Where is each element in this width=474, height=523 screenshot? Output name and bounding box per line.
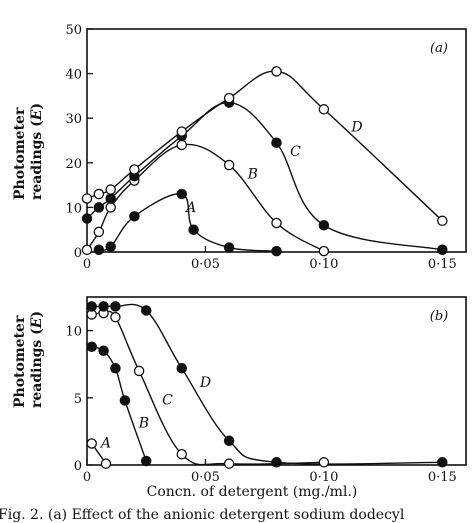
- curve-label-A: A: [99, 436, 111, 452]
- data-point-D: [110, 301, 121, 312]
- y-tick-label: 50: [65, 23, 82, 38]
- data-point-D: [105, 184, 116, 195]
- panel-a: 0 0·05 0·10 0·15 0 10 20 30 40 50 Photometerreadin…: [12, 23, 467, 272]
- data-point-B: [81, 244, 93, 256]
- x-tick-label: 0·05: [191, 257, 220, 272]
- y-axis-label: Photometerreadings (E): [12, 311, 45, 408]
- curve-label-D: D: [350, 120, 362, 136]
- curve-label-C: C: [162, 393, 173, 409]
- figure-caption: Fig. 2. (a) Effect of the anionic deterg…: [0, 507, 405, 523]
- data-point-C: [110, 311, 121, 323]
- y-tick-label: 10: [65, 201, 82, 216]
- y-axis-label-line: readings (E): [29, 103, 45, 200]
- data-point-C: [318, 219, 330, 231]
- data-point-D: [318, 104, 330, 115]
- data-point-B: [105, 202, 116, 213]
- data-point-B: [86, 341, 97, 352]
- curve-label-C: C: [290, 144, 301, 160]
- data-point-C: [81, 213, 93, 224]
- data-point-C: [223, 458, 235, 469]
- data-point-B: [93, 226, 105, 238]
- data-point-D: [176, 362, 187, 374]
- data-point-C: [133, 365, 145, 377]
- panel-label: (b): [430, 309, 448, 324]
- data-point-B: [98, 345, 109, 357]
- data-point-B: [110, 362, 121, 374]
- y-tick-label: 40: [65, 68, 82, 83]
- y-tick-label: 0: [74, 459, 82, 474]
- curve-label-B: B: [138, 415, 149, 431]
- data-point-D: [129, 164, 140, 175]
- data-point-C: [318, 457, 330, 468]
- data-point-B: [223, 159, 235, 171]
- data-point-B: [140, 455, 152, 467]
- panel-label: (a): [430, 41, 448, 56]
- data-point-A: [176, 188, 187, 200]
- x-tick-label: 0·05: [191, 470, 220, 485]
- data-point-D: [223, 92, 235, 104]
- series-line-C: [86, 101, 443, 251]
- data-point-D: [93, 188, 105, 200]
- x-tick-label: 0·15: [428, 257, 457, 272]
- data-point-D: [81, 193, 93, 204]
- data-point-A: [188, 224, 199, 235]
- y-tick-label: 0: [74, 246, 82, 261]
- data-point-A: [271, 245, 282, 257]
- curve-label-B: B: [247, 166, 258, 182]
- series-line-D: [91, 303, 443, 465]
- data-point-A: [223, 242, 235, 253]
- series-line-D: [86, 70, 443, 222]
- data-point-D: [98, 301, 109, 312]
- data-point-B: [271, 217, 282, 229]
- data-point-C: [271, 137, 282, 148]
- y-axis-label-line: readings (E): [29, 311, 45, 408]
- data-point-A: [93, 244, 105, 256]
- x-axis-label: Concn. of detergent (mg./ml.): [147, 484, 358, 500]
- data-point-B: [119, 395, 131, 406]
- data-point-B: [318, 245, 330, 257]
- data-point-C: [437, 244, 448, 256]
- data-point-A: [86, 438, 97, 449]
- panel-b: 0 0·05 0·10 0·15 0 5 10 Photometerreadings (E) (…: [12, 296, 467, 485]
- data-point-A: [105, 241, 116, 252]
- curve-label-D: D: [199, 375, 211, 391]
- data-point-D: [437, 457, 448, 468]
- y-axis-label: Photometerreadings (E): [12, 103, 45, 200]
- y-tick-label: 10: [65, 325, 82, 340]
- data-point-D: [140, 305, 152, 316]
- data-point-D: [223, 435, 235, 447]
- data-point-D: [271, 457, 282, 468]
- data-point-A: [100, 458, 112, 469]
- curve-label-A: A: [184, 200, 196, 216]
- data-point-C: [176, 448, 187, 460]
- x-tick-label: 0·10: [309, 470, 338, 485]
- y-tick-label: 5: [74, 392, 82, 407]
- series-line-B: [86, 143, 325, 252]
- data-point-B: [176, 139, 187, 151]
- x-tick-label: 0: [83, 257, 91, 272]
- x-tick-label: 0·10: [309, 257, 338, 272]
- x-tick-label: 0: [83, 470, 91, 485]
- data-point-C: [93, 202, 105, 213]
- data-point-D: [176, 126, 187, 137]
- x-tick-label: 0·15: [428, 470, 457, 485]
- data-point-D: [86, 301, 97, 312]
- data-point-D: [437, 215, 448, 227]
- data-point-D: [271, 66, 282, 77]
- data-point-A: [129, 211, 140, 222]
- y-axis-label-line: Photometer: [12, 107, 28, 200]
- y-tick-label: 20: [65, 157, 82, 172]
- y-tick-label: 30: [65, 112, 82, 127]
- y-axis-label-line: Photometer: [12, 315, 28, 408]
- data-point-C: [105, 193, 116, 204]
